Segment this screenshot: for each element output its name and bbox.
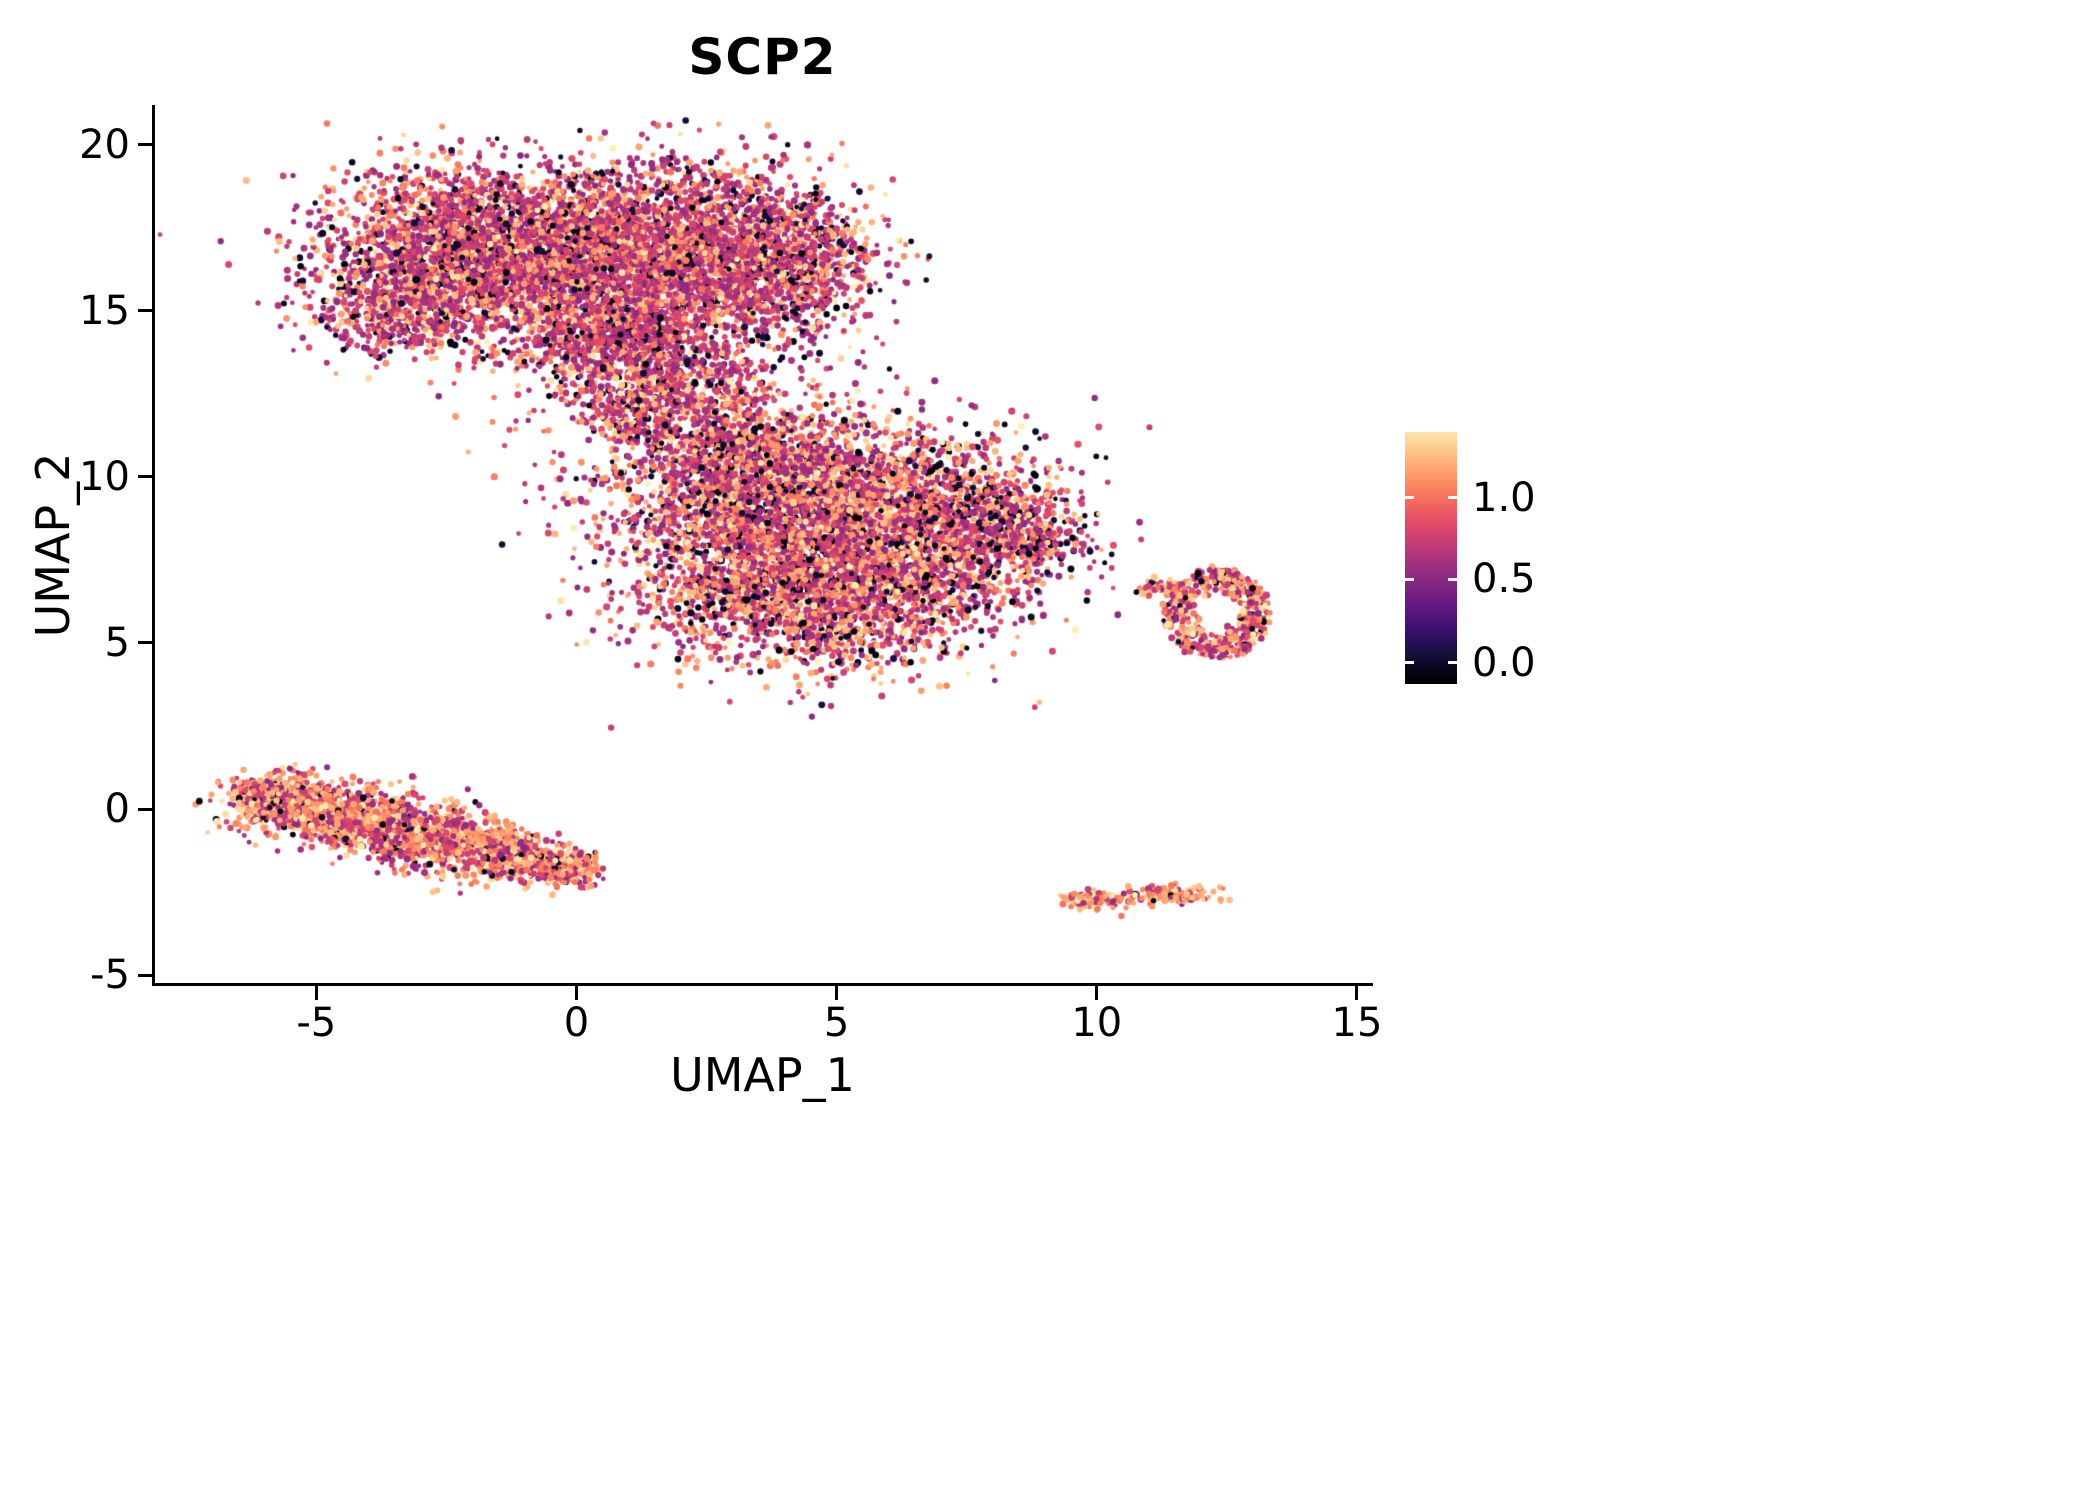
colorbar-tick-mark: [1448, 577, 1457, 581]
x-tick-label: -5: [296, 1000, 337, 1046]
x-tick-label: 0: [563, 1000, 590, 1046]
y-axis-label: UMAP_2: [26, 452, 80, 638]
x-tick-label: 15: [1331, 1000, 1383, 1046]
y-tick-label: -5: [90, 952, 130, 999]
y-tick-label: 0: [104, 786, 130, 832]
colorbar-tick-mark: [1448, 661, 1457, 665]
chart-title: SCP2: [688, 28, 837, 86]
colorbar-gradient: [1405, 432, 1457, 684]
x-tick-label: 10: [1071, 1000, 1123, 1046]
colorbar-tick-label: 1.0: [1472, 474, 1536, 521]
x-tick-mark: [1095, 986, 1099, 1000]
colorbar-tick-mark: [1405, 661, 1414, 665]
colorbar-tick-label: 0.5: [1472, 556, 1536, 603]
y-tick-mark: [138, 641, 152, 645]
colorbar-tick-mark: [1448, 496, 1457, 500]
y-tick-label: 20: [79, 121, 130, 168]
colorbar-tick-label: 0.0: [1472, 639, 1536, 686]
y-tick-label: 5: [104, 619, 130, 666]
y-tick-mark: [138, 143, 152, 147]
colorbar-tick-mark: [1405, 496, 1414, 500]
x-tick-mark: [574, 986, 578, 1000]
y-tick-mark: [138, 973, 152, 977]
colorbar-tick-mark: [1405, 577, 1414, 581]
y-tick-label: 10: [79, 453, 130, 500]
colorbar: [1405, 432, 1457, 684]
x-tick-label: 5: [823, 1000, 850, 1046]
y-tick-mark: [138, 309, 152, 313]
x-axis-label: UMAP_1: [670, 1048, 855, 1102]
y-tick-label: 15: [79, 287, 130, 334]
y-tick-mark: [138, 807, 152, 811]
x-tick-mark: [1355, 986, 1359, 1000]
y-tick-mark: [138, 475, 152, 479]
y-axis-line: [152, 105, 155, 986]
x-axis-line: [152, 983, 1373, 986]
x-tick-mark: [835, 986, 839, 1000]
x-tick-mark: [314, 986, 318, 1000]
